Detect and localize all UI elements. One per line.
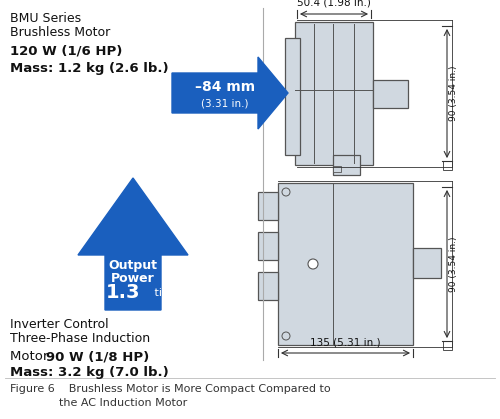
Text: 90 W (1/8 HP): 90 W (1/8 HP) <box>46 350 149 363</box>
Bar <box>373 80 408 108</box>
Bar <box>258 232 278 260</box>
Bar <box>258 192 278 220</box>
Text: 1.3: 1.3 <box>106 282 140 302</box>
Text: the AC Induction Motor: the AC Induction Motor <box>10 398 187 408</box>
Bar <box>333 166 341 172</box>
Text: Brushless Motor: Brushless Motor <box>10 26 110 39</box>
Text: 120 W (1/6 HP): 120 W (1/6 HP) <box>10 45 122 58</box>
Text: (3.31 in.): (3.31 in.) <box>201 98 249 108</box>
Text: 90 (3.54 in.): 90 (3.54 in.) <box>449 66 458 121</box>
Text: 90 (3.54 in.): 90 (3.54 in.) <box>449 236 458 292</box>
Text: Mass: 1.2 kg (2.6 lb.): Mass: 1.2 kg (2.6 lb.) <box>10 62 168 75</box>
Bar <box>413 248 441 278</box>
Text: 135 (5.31 in.): 135 (5.31 in.) <box>310 337 381 347</box>
Bar <box>258 272 278 300</box>
Circle shape <box>308 259 318 269</box>
Text: Motor: Motor <box>10 350 52 363</box>
Polygon shape <box>78 178 188 310</box>
Bar <box>333 155 360 175</box>
Text: 50.4 (1.98 in.): 50.4 (1.98 in.) <box>297 0 371 8</box>
Text: Inverter Control: Inverter Control <box>10 318 108 331</box>
Text: Mass: 3.2 kg (7.0 lb.): Mass: 3.2 kg (7.0 lb.) <box>10 366 169 379</box>
Bar <box>278 183 413 345</box>
Bar <box>442 341 452 350</box>
Text: Power: Power <box>111 272 155 285</box>
Text: times: times <box>151 288 186 298</box>
Text: Output: Output <box>108 259 158 272</box>
Circle shape <box>282 332 290 340</box>
Bar <box>442 161 452 170</box>
Text: Three-Phase Induction: Three-Phase Induction <box>10 332 150 345</box>
Polygon shape <box>172 57 288 129</box>
Circle shape <box>282 188 290 196</box>
Bar <box>295 22 373 165</box>
Text: BMU Series: BMU Series <box>10 12 81 25</box>
Bar <box>285 38 300 155</box>
Text: –84 mm: –84 mm <box>195 80 255 94</box>
Text: Figure 6    Brushless Motor is More Compact Compared to: Figure 6 Brushless Motor is More Compact… <box>10 384 330 394</box>
